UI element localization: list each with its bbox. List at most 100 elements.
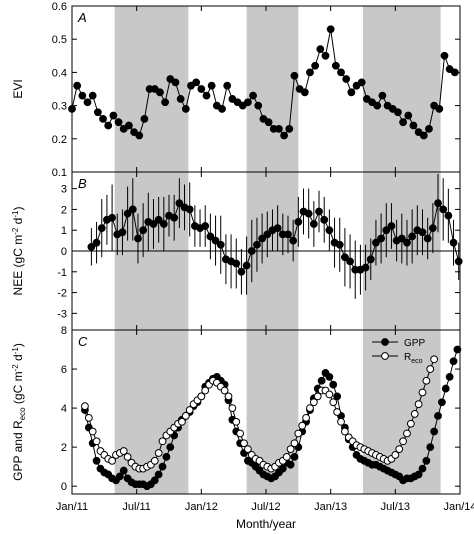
data-point-reco [426, 365, 435, 373]
data-point-a [316, 45, 325, 54]
data-point-b [444, 211, 453, 220]
data-point-b [159, 220, 168, 228]
data-point-b [87, 242, 96, 251]
data-point-a [218, 105, 226, 113]
data-point-gpp [92, 456, 101, 465]
data-point-reco [414, 400, 423, 409]
x-tick-label: Jan/13 [314, 501, 347, 513]
data-point-reco [337, 417, 345, 426]
data-point-gpp [333, 392, 342, 401]
panel-b: -3 -2 -1 0 1 2 3 B [57, 171, 463, 331]
x-axis-label: Month/year [236, 517, 296, 531]
data-point-reco [185, 406, 194, 414]
data-point-a [347, 88, 356, 97]
data-point-b [206, 232, 215, 241]
data-point-reco [119, 447, 128, 455]
y-tick-label: 0 [61, 481, 67, 493]
y-tick-label: -3 [57, 308, 67, 320]
data-point-a [88, 91, 97, 100]
data-point-b [216, 240, 225, 249]
y-label-part: NEE (gC m [11, 235, 25, 296]
x-tick-label: Jul/11 [122, 501, 151, 513]
y-tick-label: 0.2 [52, 134, 67, 146]
data-point-reco [333, 408, 342, 416]
data-point-a [93, 108, 102, 117]
data-point-reco [395, 445, 404, 453]
data-point-a [135, 131, 144, 140]
data-point-b [397, 234, 406, 243]
data-point-a [290, 71, 299, 80]
data-point-reco [282, 453, 291, 461]
data-point-b [284, 230, 292, 239]
data-point-gpp [434, 412, 442, 420]
data-point-reco [403, 429, 411, 438]
data-point-b [211, 236, 220, 245]
data-point-reco [88, 427, 97, 436]
data-point-a [399, 118, 407, 127]
data-point-gpp [453, 345, 462, 354]
data-point-gpp [158, 462, 167, 471]
data-point-reco [84, 413, 93, 422]
data-point-b [108, 213, 116, 222]
data-point-gpp [430, 427, 439, 436]
data-point-reco [228, 404, 237, 412]
data-point-a [223, 81, 232, 90]
data-point-b [408, 232, 417, 241]
data-point-a [450, 68, 459, 77]
y-tick-label: -2 [57, 288, 67, 300]
data-point-reco [410, 410, 419, 418]
shaded-band-3 [363, 6, 441, 172]
data-point-reco [81, 402, 89, 411]
data-point-b [309, 220, 318, 228]
y-label-part: -1 [11, 210, 20, 218]
data-point-b [361, 263, 370, 272]
y-label-part: -2 [11, 227, 20, 235]
data-point-reco [236, 429, 245, 438]
data-point-gpp [418, 464, 427, 473]
data-point-gpp [422, 456, 431, 465]
legend: GPP Reco [372, 338, 425, 365]
x-tick-label: Jul/12 [251, 501, 280, 513]
data-point-gpp [445, 372, 454, 381]
data-point-b [428, 224, 437, 233]
data-point-b [201, 222, 210, 230]
data-point-reco [220, 386, 229, 395]
data-point-a [275, 124, 283, 133]
shaded-band-3 [363, 330, 441, 494]
data-point-a [300, 88, 309, 97]
y-axis-label-a: EVI [11, 79, 25, 98]
data-point-b [439, 205, 448, 214]
data-point-b [377, 234, 386, 243]
data-point-gpp [286, 460, 295, 469]
data-point-a [321, 51, 330, 60]
data-point-reco [418, 388, 427, 397]
data-point-reco [399, 437, 407, 446]
data-point-b [382, 226, 391, 235]
data-point-reco [309, 398, 318, 407]
data-point-a [202, 91, 211, 100]
data-point-reco [224, 392, 233, 401]
data-point-gpp [115, 472, 124, 481]
data-point-b [149, 220, 158, 228]
y-tick-label: 0.1 [52, 167, 67, 179]
data-point-b [403, 238, 411, 247]
data-point-gpp [150, 476, 159, 485]
y-tick-label: 0 [61, 246, 67, 258]
data-point-gpp [166, 443, 175, 452]
data-point-gpp [437, 398, 446, 407]
data-point-a [68, 105, 76, 113]
data-point-a [331, 61, 340, 70]
y-tick-label: 3 [61, 184, 67, 196]
data-point-reco [302, 413, 310, 422]
data-point-reco [108, 456, 116, 465]
legend-label-gpp: GPP [404, 338, 425, 349]
y-label-part: ) [11, 207, 25, 211]
data-point-b [242, 261, 251, 270]
y-axis-label-c: GPP and Reco (gC m-2 d-1) [11, 343, 27, 481]
data-point-reco [240, 439, 248, 448]
data-point-b [387, 222, 396, 230]
data-point-a [435, 105, 444, 113]
data-point-gpp [290, 453, 299, 461]
data-point-reco [294, 429, 303, 438]
data-point-b [139, 226, 148, 235]
